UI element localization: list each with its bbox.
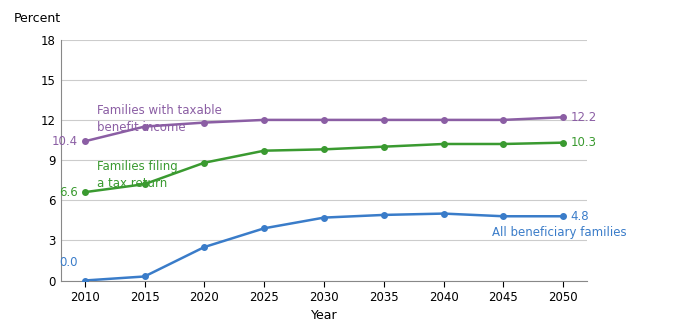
- Text: Families with taxable
benefit income: Families with taxable benefit income: [97, 104, 221, 134]
- Text: 12.2: 12.2: [570, 111, 597, 124]
- X-axis label: Year: Year: [310, 310, 338, 322]
- Text: 6.6: 6.6: [59, 186, 78, 199]
- Text: All beneficiary families: All beneficiary families: [491, 226, 626, 239]
- Text: 0.0: 0.0: [59, 256, 78, 269]
- Text: 4.8: 4.8: [570, 210, 589, 223]
- Text: Families filing
a tax return: Families filing a tax return: [97, 160, 178, 190]
- Text: 10.3: 10.3: [570, 136, 596, 149]
- Text: 10.4: 10.4: [51, 135, 78, 148]
- Text: Percent: Percent: [14, 12, 61, 25]
